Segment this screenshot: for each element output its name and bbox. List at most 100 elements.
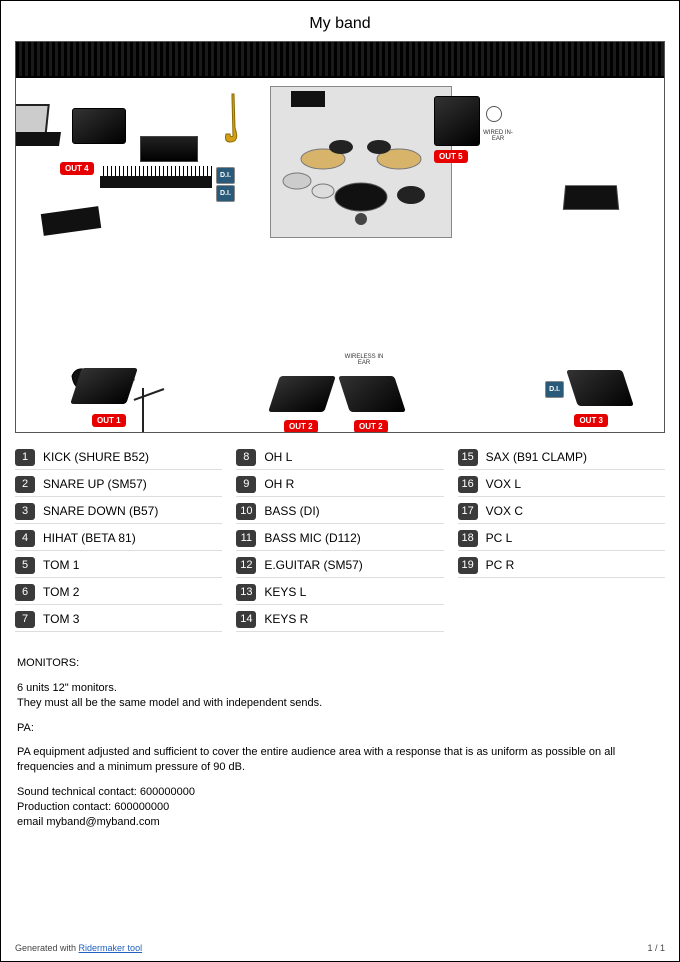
input-number: 9 (236, 476, 256, 493)
wedge-monitor-icon (566, 370, 634, 406)
input-number: 7 (15, 611, 35, 628)
input-number: 10 (236, 503, 256, 520)
input-row: 1 KICK (SHURE B52) (15, 445, 222, 470)
input-label: BASS MIC (D112) (264, 531, 360, 545)
input-row: 19 PC R (458, 553, 665, 578)
out3-label: OUT 3 (574, 410, 608, 428)
input-row: 2 SNARE UP (SM57) (15, 472, 222, 497)
out5-label: OUT 5 (434, 146, 468, 164)
input-number: 8 (236, 449, 256, 466)
amp-icon (140, 136, 198, 162)
ridermaker-link[interactable]: Ridermaker tool (79, 943, 143, 953)
input-label: BASS (DI) (264, 504, 319, 518)
monitors-heading: MONITORS: (17, 656, 663, 671)
input-row: 9 OH R (236, 472, 443, 497)
input-row: 6 TOM 2 (15, 580, 222, 605)
input-col-3: 15 SAX (B91 CLAMP) 16 VOX L 17 VOX C 18 PC L 19 P… (458, 445, 665, 634)
input-number: 11 (236, 530, 256, 547)
saxophone-icon (222, 92, 244, 153)
notes-text: 6 units 12" monitors.They must all be th… (17, 681, 663, 711)
stage-plot: OUT 4 D.I. D.I. OUT 5 (15, 41, 665, 433)
input-label: E.GUITAR (SM57) (264, 558, 362, 572)
input-label: TOM 1 (43, 558, 79, 572)
drum-riser (270, 86, 452, 238)
wedge-monitor-icon (268, 376, 336, 412)
input-label: KICK (SHURE B52) (43, 450, 149, 464)
out1-label: OUT 1 (92, 410, 126, 428)
input-row: 5 TOM 1 (15, 553, 222, 578)
input-label: TOM 2 (43, 585, 79, 599)
pa-heading: PA: (17, 721, 663, 736)
input-row: 14 KEYS R (236, 607, 443, 632)
input-col-2: 8 OH L 9 OH R 10 BASS (DI) 11 BASS MIC (D112) 12… (236, 445, 443, 634)
input-number: 16 (458, 476, 478, 493)
input-row: 11 BASS MIC (D112) (236, 526, 443, 551)
monitor-icon (434, 96, 480, 146)
notes-text: PA equipment adjusted and sufficient to … (17, 745, 663, 775)
di-box-icon: D.I. (216, 182, 235, 202)
input-label: SNARE UP (SM57) (43, 477, 147, 491)
input-number: 6 (15, 584, 35, 601)
page-number: 1 / 1 (647, 943, 665, 953)
curtain (16, 42, 664, 78)
input-row: 18 PC L (458, 526, 665, 551)
input-number: 4 (15, 530, 35, 547)
out2-label: OUT 2 (354, 416, 388, 433)
input-col-1: 1 KICK (SHURE B52) 2 SNARE UP (SM57) 3 SNARE … (15, 445, 222, 634)
out2-label: OUT 2 (284, 416, 318, 433)
input-label: HIHAT (BETA 81) (43, 531, 136, 545)
input-row: 7 TOM 3 (15, 607, 222, 632)
input-number: 2 (15, 476, 35, 493)
wired-iem-label: WIRED IN-EAR (478, 130, 518, 142)
input-label: PC L (486, 531, 513, 545)
wedge-monitor-icon (338, 376, 406, 412)
laptop-icon (15, 104, 60, 146)
wireless-iem-label: WIRELESS IN EAR (342, 354, 386, 366)
bass-amp-icon (563, 185, 619, 210)
input-label: VOX C (486, 504, 523, 518)
drumkit-icon (271, 87, 451, 237)
input-number: 3 (15, 503, 35, 520)
out4-label: OUT 4 (60, 158, 94, 176)
wedge-monitor-icon (70, 368, 138, 404)
input-number: 13 (236, 584, 256, 601)
input-row: 16 VOX L (458, 472, 665, 497)
input-number: 12 (236, 557, 256, 574)
di-box-icon: D.I. (216, 164, 235, 184)
input-label: SAX (B91 CLAMP) (486, 450, 587, 464)
input-number: 19 (458, 557, 478, 574)
input-number: 18 (458, 530, 478, 547)
keyboard-icon (100, 166, 212, 188)
contacts-text: Sound technical contact: 600000000Produc… (17, 785, 663, 830)
input-number: 15 (458, 449, 478, 466)
input-row: 13 KEYS L (236, 580, 443, 605)
input-row: 15 SAX (B91 CLAMP) (458, 445, 665, 470)
monitor-icon (72, 108, 126, 144)
notes-section: MONITORS: 6 units 12" monitors.They must… (17, 656, 663, 830)
mic-stand-icon (126, 388, 166, 433)
input-label: KEYS L (264, 585, 306, 599)
input-row: 10 BASS (DI) (236, 499, 443, 524)
input-label: TOM 3 (43, 612, 79, 626)
input-label: SNARE DOWN (B57) (43, 504, 158, 518)
input-row: 17 VOX C (458, 499, 665, 524)
input-row: 8 OH L (236, 445, 443, 470)
input-label: KEYS R (264, 612, 308, 626)
input-number: 1 (15, 449, 35, 466)
input-row: 4 HIHAT (BETA 81) (15, 526, 222, 551)
input-list: 1 KICK (SHURE B52) 2 SNARE UP (SM57) 3 SNARE … (15, 445, 665, 634)
input-number: 14 (236, 611, 256, 628)
input-row: 3 SNARE DOWN (B57) (15, 499, 222, 524)
input-number: 5 (15, 557, 35, 574)
input-number: 17 (458, 503, 478, 520)
footer-generated: Generated with Ridermaker tool (15, 943, 142, 953)
input-label: OH R (264, 477, 294, 491)
input-label: OH L (264, 450, 292, 464)
page-title: My band (1, 1, 679, 41)
wired-iem-icon (486, 106, 506, 126)
di-box-icon: D.I. (545, 378, 564, 398)
input-label: PC R (486, 558, 515, 572)
guitar-amp-icon (41, 206, 101, 236)
input-row: 12 E.GUITAR (SM57) (236, 553, 443, 578)
input-label: VOX L (486, 477, 521, 491)
